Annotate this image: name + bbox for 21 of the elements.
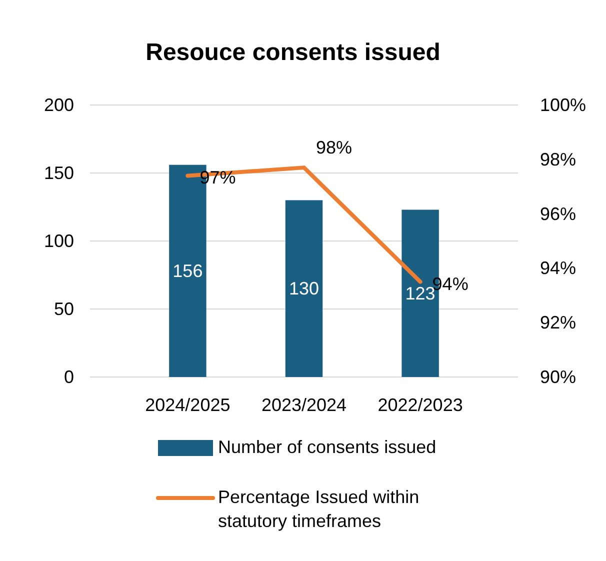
- x-tick-label: 2024/2025: [145, 395, 230, 415]
- y-tick-label: 100: [44, 231, 74, 251]
- y2-tick-label: 90%: [540, 367, 576, 387]
- y-tick-label: 150: [44, 163, 74, 183]
- chart-title: Resouce consents issued: [146, 39, 440, 66]
- data-label: 130: [288, 278, 320, 299]
- y2-tick-label: 98%: [540, 149, 576, 170]
- x-tick-label: 2023/2024: [261, 395, 347, 415]
- legend-label: Percentage Issued within statutory timeframes: [218, 487, 420, 531]
- y-tick-label: 50: [54, 299, 74, 319]
- y2-tick-label: 94%: [540, 258, 576, 278]
- x-tick-label: 2022/2023: [378, 395, 463, 415]
- y-tick-label: 0: [64, 367, 74, 387]
- bar: [285, 200, 323, 377]
- data-label: 98%: [316, 138, 352, 158]
- data-label: 156: [172, 260, 203, 281]
- y2-tick-label: 100%: [540, 95, 586, 115]
- y-tick-label: 200: [44, 95, 74, 115]
- y2-tick-label: 92%: [540, 312, 576, 333]
- legend-label: Number of consents issued: [218, 437, 436, 457]
- y2-tick-label: 96%: [540, 204, 576, 224]
